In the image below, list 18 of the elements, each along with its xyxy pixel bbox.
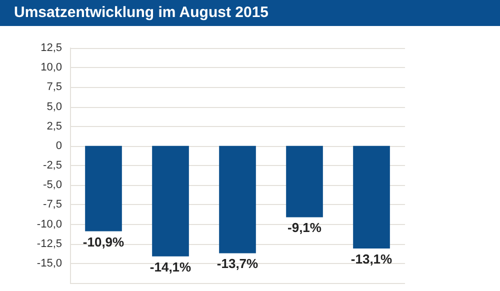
y-tick-label: -15,0 <box>36 257 62 270</box>
y-tick-label: -12,5 <box>36 238 62 250</box>
data-label: -9,1% <box>288 220 322 236</box>
y-tick-label: 0 <box>56 140 62 152</box>
y-tick-label: 2,5 <box>46 120 62 132</box>
y-tick-label: -10,0 <box>36 218 62 230</box>
y-tick-label: 7,5 <box>46 81 62 94</box>
data-label: -14,1% <box>150 259 192 274</box>
data-label: -13,1% <box>350 252 393 267</box>
y-tick-label: 10,0 <box>40 62 62 74</box>
data-label: -10,9% <box>82 234 125 250</box>
chart-title: Umsatzentwicklung im August 2015 <box>0 0 500 26</box>
y-tick-label: 12,5 <box>40 42 62 54</box>
data-label: -13,7% <box>216 256 259 272</box>
y-tick-label: 5,0 <box>46 100 62 113</box>
y-tick-label: -5,0 <box>43 179 62 192</box>
y-tick-label: -7,5 <box>43 198 62 211</box>
y-tick-label: -2,5 <box>43 160 62 172</box>
